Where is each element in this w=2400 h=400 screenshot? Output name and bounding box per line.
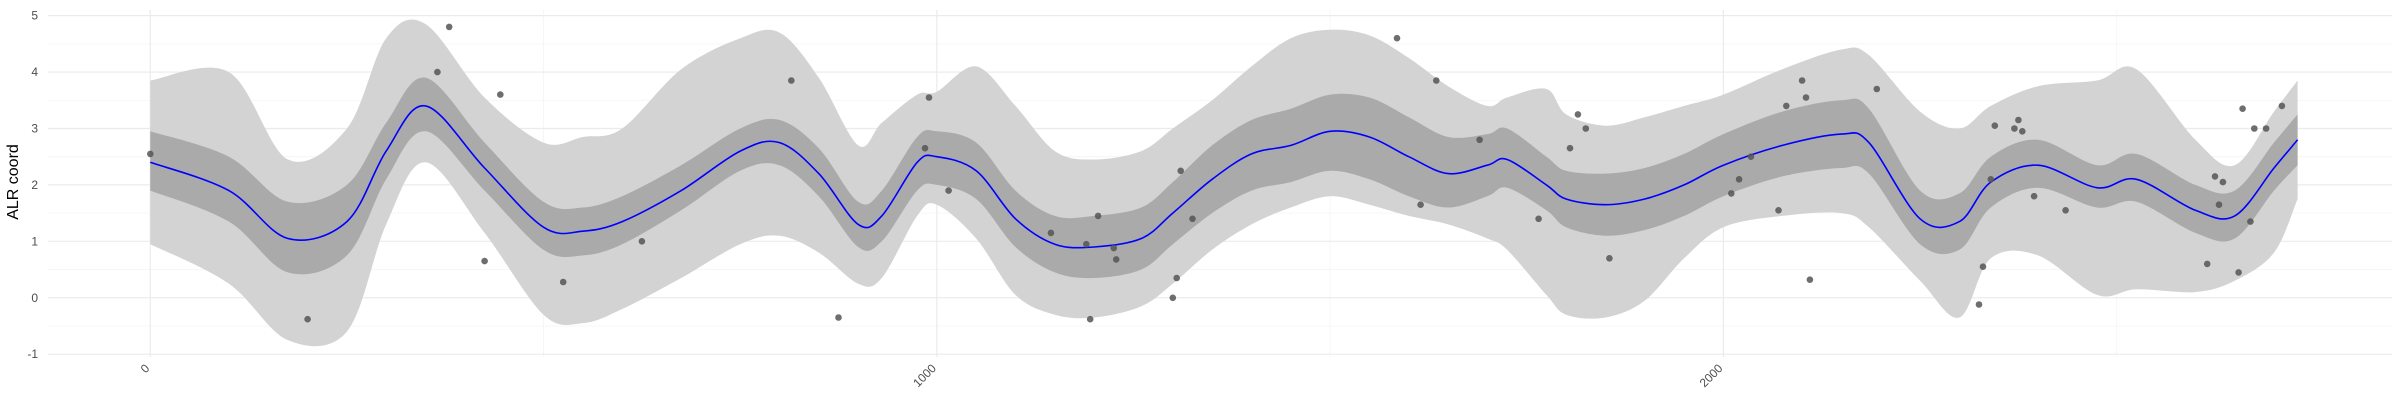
data-point bbox=[1747, 153, 1755, 160]
data-point bbox=[1535, 215, 1542, 223]
data-point bbox=[2247, 218, 2254, 225]
x-tick-label: 1000 bbox=[910, 361, 939, 390]
y-tick-label: 3 bbox=[31, 121, 38, 135]
x-tick-label: 0 bbox=[138, 361, 153, 376]
data-point bbox=[945, 187, 952, 194]
data-point bbox=[2239, 105, 2246, 112]
data-point bbox=[1802, 94, 1810, 101]
observed-points bbox=[147, 23, 2286, 323]
data-point bbox=[2203, 260, 2211, 268]
data-point bbox=[1086, 315, 1094, 323]
data-point bbox=[638, 238, 646, 245]
data-point bbox=[2062, 207, 2069, 214]
data-point bbox=[1775, 207, 1782, 214]
data-point bbox=[2211, 173, 2219, 180]
data-point bbox=[1728, 190, 1735, 197]
data-point bbox=[1735, 176, 1743, 183]
data-point bbox=[925, 94, 933, 101]
data-point bbox=[788, 77, 795, 84]
data-point bbox=[1476, 136, 1483, 144]
data-point bbox=[2215, 201, 2223, 208]
y-axis-title: ALR coord bbox=[5, 144, 22, 220]
data-point bbox=[1987, 176, 1995, 183]
y-tick-label: 1 bbox=[31, 234, 38, 248]
data-point bbox=[1047, 229, 1055, 237]
data-point bbox=[1873, 85, 1881, 93]
data-point bbox=[559, 278, 567, 286]
data-point bbox=[1110, 244, 1118, 252]
data-point bbox=[2251, 125, 2258, 132]
data-point bbox=[434, 68, 441, 76]
y-tick-label: 0 bbox=[31, 291, 38, 305]
data-point bbox=[481, 257, 488, 265]
data-point bbox=[835, 314, 842, 321]
data-point bbox=[1798, 77, 1806, 84]
data-point bbox=[1177, 167, 1184, 175]
y-tick-label: 5 bbox=[31, 9, 38, 23]
data-point bbox=[2219, 178, 2227, 186]
data-point bbox=[1606, 254, 1613, 262]
y-tick-label: 2 bbox=[31, 178, 38, 192]
data-point bbox=[1173, 274, 1180, 282]
data-point bbox=[1783, 102, 1790, 110]
data-point bbox=[1975, 301, 1983, 308]
data-point bbox=[1433, 77, 1440, 84]
fitted-line bbox=[150, 105, 2299, 249]
data-point bbox=[1979, 263, 1987, 271]
data-point bbox=[147, 150, 154, 158]
data-point bbox=[2030, 192, 2038, 200]
data-point bbox=[2235, 269, 2242, 276]
data-point bbox=[1991, 122, 1999, 129]
data-point bbox=[497, 91, 504, 98]
data-point bbox=[1083, 240, 1090, 248]
y-axis-ticks: -1 0 1 2 3 4 5 bbox=[27, 9, 38, 362]
data-point bbox=[2262, 125, 2270, 132]
data-point bbox=[2015, 116, 2022, 124]
confidence-bands bbox=[150, 19, 2298, 347]
data-point bbox=[921, 144, 929, 152]
data-point bbox=[1566, 144, 1574, 152]
data-point bbox=[445, 23, 453, 31]
data-point bbox=[1417, 201, 1424, 208]
data-point bbox=[1574, 111, 1582, 118]
data-point bbox=[1189, 215, 1196, 223]
y-tick-label: 4 bbox=[31, 65, 38, 79]
fitted-line-layer bbox=[150, 105, 2299, 249]
y-tick-label: -1 bbox=[27, 347, 38, 361]
data-point bbox=[2278, 102, 2286, 110]
x-tick-label: 2000 bbox=[1697, 361, 1726, 390]
data-point bbox=[2019, 128, 2026, 135]
inner-band bbox=[150, 77, 2298, 279]
data-point bbox=[2011, 125, 2018, 132]
data-point bbox=[304, 315, 311, 323]
x-axis-ticks: 0 1000 2000 bbox=[138, 361, 1726, 390]
data-point bbox=[1094, 212, 1102, 220]
data-point bbox=[1582, 125, 1590, 132]
data-point bbox=[1112, 256, 1120, 263]
data-point bbox=[1169, 294, 1177, 302]
data-point bbox=[1393, 34, 1401, 42]
data-point bbox=[1806, 276, 1814, 284]
